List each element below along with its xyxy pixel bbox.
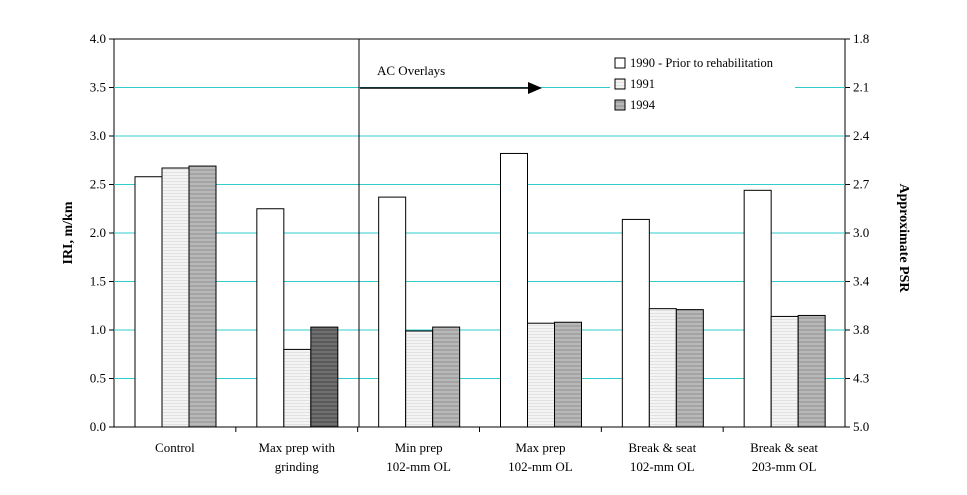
bar-1990-cat5 xyxy=(621,218,650,428)
bar-1991-cat5 xyxy=(648,308,677,428)
y-tick-label: 1.0 xyxy=(90,322,106,337)
y-tick-label: 0.0 xyxy=(90,419,106,434)
bar-1991-cat2 xyxy=(283,348,312,428)
legend-background xyxy=(610,50,795,118)
x-category-label: Max prep with xyxy=(258,440,335,455)
y-tick-label: 4.0 xyxy=(90,31,106,46)
x-category-label: Max prep xyxy=(515,440,565,455)
x-axis-labels: Control Max prep with grinding Min prep 102-… xyxy=(155,427,818,474)
bar-1994-cat3 xyxy=(432,326,461,428)
annotation-arrow-head xyxy=(528,82,542,94)
y2-tick-label: 2.1 xyxy=(853,80,869,95)
y2-axis-title: Approximate PSR xyxy=(896,183,911,293)
x-category-label: 102-mm OL xyxy=(508,459,573,474)
y-axis-title: IRI, m/km xyxy=(61,201,76,264)
y2-tick-label: 3.8 xyxy=(853,322,869,337)
bar-1994-cat5 xyxy=(675,309,704,428)
x-category-label: 203-mm OL xyxy=(752,459,817,474)
y2-tick-label: 5.0 xyxy=(853,419,869,434)
legend-swatch xyxy=(614,78,626,90)
bar-1990-cat2 xyxy=(256,208,285,428)
y2-tick-label: 3.4 xyxy=(853,274,870,289)
y2-axis-ticks: 1.8 2.1 2.4 2.7 3.0 3.4 3.8 4.3 5.0 xyxy=(845,31,870,434)
bar-1994-cat6 xyxy=(797,314,826,428)
bar-1990-cat4 xyxy=(500,152,528,428)
bars xyxy=(134,152,826,428)
y2-tick-label: 2.4 xyxy=(853,128,870,143)
y2-tick-label: 4.3 xyxy=(853,371,869,386)
bar-1994-cat2 xyxy=(310,326,339,428)
bar-1991-cat4 xyxy=(527,322,555,428)
legend-label: 1994 xyxy=(630,98,656,112)
gridlines xyxy=(114,87,845,379)
y-tick-label: 0.5 xyxy=(90,371,106,386)
plot-area xyxy=(113,38,846,428)
x-category-label: grinding xyxy=(275,459,320,474)
x-category-label: 102-mm OL xyxy=(630,459,695,474)
legend-label: 1990 - Prior to rehabilitation xyxy=(630,56,774,70)
y2-tick-label: 2.7 xyxy=(853,177,870,192)
y-tick-label: 2.0 xyxy=(90,225,106,240)
bar-1990-cat6 xyxy=(743,189,772,428)
legend-label: 1991 xyxy=(630,77,655,91)
legend: 1990 - Prior to rehabilitation 1991 1994 xyxy=(610,50,795,118)
bar-1991-cat3 xyxy=(405,330,434,428)
y2-tick-label: 3.0 xyxy=(853,225,869,240)
x-category-label: Min prep xyxy=(395,440,443,455)
y-axis-ticks: 0.0 0.5 1.0 1.5 2.0 2.5 3.0 3.5 4.0 xyxy=(90,31,114,434)
legend-swatch xyxy=(614,57,626,69)
bar-1994-cat4 xyxy=(554,321,582,428)
y2-tick-label: 1.8 xyxy=(853,31,869,46)
y-tick-label: 2.5 xyxy=(90,177,106,192)
x-category-label: Break & seat xyxy=(750,440,818,455)
bar-1991-cat1 xyxy=(161,167,190,428)
bar-1994-cat1 xyxy=(188,165,217,428)
bar-1991-cat6 xyxy=(770,315,799,428)
x-category-label: Break & seat xyxy=(628,440,696,455)
y-tick-label: 3.0 xyxy=(90,128,106,143)
legend-swatch xyxy=(614,99,626,111)
annotation-label: AC Overlays xyxy=(377,63,445,78)
y-tick-label: 1.5 xyxy=(90,274,106,289)
bar-1990-cat1 xyxy=(134,176,163,428)
y-tick-label: 3.5 xyxy=(90,80,106,95)
bar-1990-cat3 xyxy=(378,196,407,428)
x-category-label: 102-mm OL xyxy=(386,459,451,474)
annotation: AC Overlays xyxy=(360,63,542,94)
x-category-label: Control xyxy=(155,440,195,455)
